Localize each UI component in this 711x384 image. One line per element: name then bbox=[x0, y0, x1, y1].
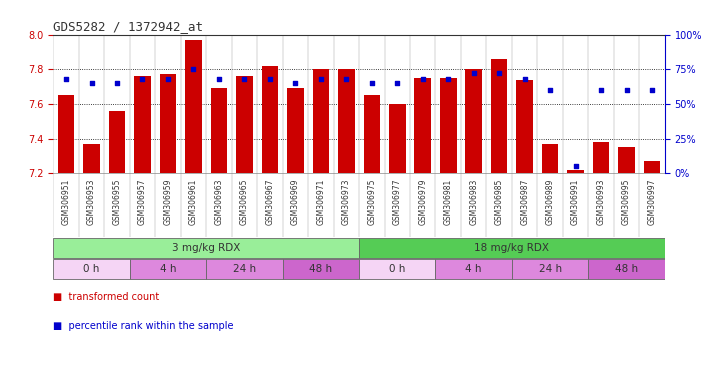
Point bbox=[417, 76, 429, 82]
Text: ■  transformed count: ■ transformed count bbox=[53, 292, 159, 302]
Bar bbox=[593, 142, 609, 173]
Bar bbox=[287, 88, 304, 173]
Bar bbox=[210, 88, 228, 173]
Text: GSM306981: GSM306981 bbox=[444, 179, 453, 225]
Text: ■  percentile rank within the sample: ■ percentile rank within the sample bbox=[53, 321, 234, 331]
Point bbox=[264, 76, 276, 82]
Point bbox=[213, 76, 225, 82]
Text: 3 mg/kg RDX: 3 mg/kg RDX bbox=[172, 243, 240, 253]
Text: GSM306951: GSM306951 bbox=[62, 179, 70, 225]
Text: GSM306961: GSM306961 bbox=[189, 179, 198, 225]
Point bbox=[570, 163, 582, 169]
Bar bbox=[262, 66, 278, 173]
Text: 4 h: 4 h bbox=[466, 265, 482, 275]
Text: GSM306953: GSM306953 bbox=[87, 179, 96, 225]
Point bbox=[162, 76, 173, 82]
FancyBboxPatch shape bbox=[435, 259, 512, 280]
Text: GDS5282 / 1372942_at: GDS5282 / 1372942_at bbox=[53, 20, 203, 33]
Text: GSM306973: GSM306973 bbox=[342, 179, 351, 225]
Text: 4 h: 4 h bbox=[160, 265, 176, 275]
Bar bbox=[83, 144, 100, 173]
Text: 48 h: 48 h bbox=[309, 265, 333, 275]
Text: 0 h: 0 h bbox=[389, 265, 405, 275]
Bar bbox=[389, 104, 405, 173]
Point bbox=[137, 76, 148, 82]
Text: 24 h: 24 h bbox=[538, 265, 562, 275]
Text: 48 h: 48 h bbox=[615, 265, 638, 275]
Point bbox=[366, 80, 378, 86]
Text: GSM306967: GSM306967 bbox=[265, 179, 274, 225]
FancyBboxPatch shape bbox=[53, 259, 129, 280]
Bar bbox=[643, 161, 661, 173]
Point bbox=[442, 76, 454, 82]
Text: GSM306971: GSM306971 bbox=[316, 179, 326, 225]
Text: GSM306979: GSM306979 bbox=[418, 179, 427, 225]
Point bbox=[341, 76, 352, 82]
Text: GSM306995: GSM306995 bbox=[622, 179, 631, 225]
Point bbox=[519, 76, 530, 82]
Bar bbox=[236, 76, 252, 173]
Text: GSM306993: GSM306993 bbox=[597, 179, 606, 225]
Point bbox=[545, 87, 556, 93]
Point bbox=[468, 70, 479, 76]
Point bbox=[112, 80, 123, 86]
Text: GSM306987: GSM306987 bbox=[520, 179, 529, 225]
FancyBboxPatch shape bbox=[359, 259, 435, 280]
Point bbox=[621, 87, 632, 93]
Point bbox=[239, 76, 250, 82]
FancyBboxPatch shape bbox=[53, 238, 359, 258]
Bar bbox=[415, 78, 431, 173]
FancyBboxPatch shape bbox=[589, 259, 665, 280]
Bar bbox=[516, 79, 533, 173]
Text: 24 h: 24 h bbox=[232, 265, 256, 275]
Bar bbox=[542, 144, 558, 173]
Text: GSM306963: GSM306963 bbox=[215, 179, 223, 225]
Text: 18 mg/kg RDX: 18 mg/kg RDX bbox=[474, 243, 550, 253]
FancyBboxPatch shape bbox=[206, 259, 283, 280]
Point bbox=[392, 80, 403, 86]
Point bbox=[315, 76, 326, 82]
Text: GSM306975: GSM306975 bbox=[368, 179, 376, 225]
Bar bbox=[491, 59, 508, 173]
Bar bbox=[58, 95, 75, 173]
Point bbox=[60, 76, 72, 82]
Point bbox=[188, 66, 199, 72]
Bar bbox=[313, 69, 329, 173]
Text: GSM306991: GSM306991 bbox=[571, 179, 580, 225]
Text: GSM306989: GSM306989 bbox=[545, 179, 555, 225]
Bar bbox=[567, 170, 584, 173]
Point bbox=[493, 70, 505, 76]
Text: GSM306955: GSM306955 bbox=[112, 179, 122, 225]
Point bbox=[289, 80, 301, 86]
Text: GSM306983: GSM306983 bbox=[469, 179, 479, 225]
Text: GSM306985: GSM306985 bbox=[495, 179, 503, 225]
Bar bbox=[619, 147, 635, 173]
Text: GSM306977: GSM306977 bbox=[392, 179, 402, 225]
Text: GSM306997: GSM306997 bbox=[648, 179, 656, 225]
Bar bbox=[109, 111, 125, 173]
FancyBboxPatch shape bbox=[359, 238, 665, 258]
Bar bbox=[363, 95, 380, 173]
FancyBboxPatch shape bbox=[129, 259, 206, 280]
Text: GSM306969: GSM306969 bbox=[291, 179, 300, 225]
Bar bbox=[338, 69, 355, 173]
Bar bbox=[134, 76, 151, 173]
Point bbox=[646, 87, 658, 93]
Point bbox=[595, 87, 606, 93]
FancyBboxPatch shape bbox=[512, 259, 589, 280]
FancyBboxPatch shape bbox=[283, 259, 359, 280]
Text: GSM306965: GSM306965 bbox=[240, 179, 249, 225]
Text: GSM306957: GSM306957 bbox=[138, 179, 147, 225]
Text: GSM306959: GSM306959 bbox=[164, 179, 173, 225]
Bar bbox=[160, 74, 176, 173]
Bar bbox=[466, 69, 482, 173]
Bar bbox=[185, 40, 202, 173]
Bar bbox=[440, 78, 456, 173]
Text: 0 h: 0 h bbox=[83, 265, 100, 275]
Point bbox=[86, 80, 97, 86]
